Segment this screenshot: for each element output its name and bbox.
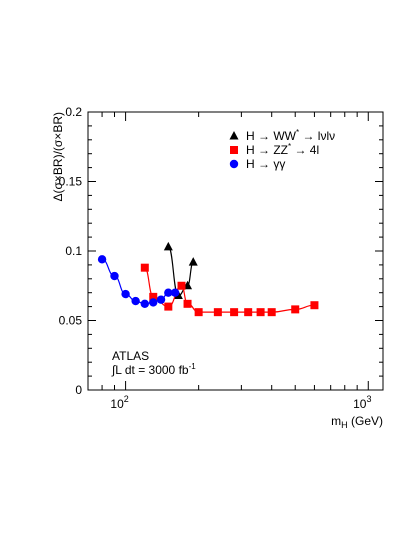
data-point (188, 257, 198, 266)
y-tick-label: 0.05 (59, 314, 83, 328)
data-point (110, 271, 119, 281)
data-point (213, 308, 222, 317)
data-point (229, 131, 239, 140)
data-point (256, 308, 265, 317)
data-point (230, 308, 239, 317)
data-point (121, 289, 130, 299)
x-tick-label: 103 (353, 394, 371, 411)
x-tick-label: 102 (110, 394, 128, 411)
data-point (244, 308, 253, 317)
data-point (229, 159, 239, 169)
series-2 (97, 255, 180, 309)
data-point (149, 298, 158, 307)
data-point (156, 295, 166, 304)
y-tick-label: 0 (75, 383, 82, 397)
data-point (291, 305, 300, 314)
series-layer (97, 241, 319, 317)
data-point (194, 308, 203, 317)
data-point (164, 302, 173, 311)
axis-labels: 0 0.05 0.1 0.15 0.2 102 103 mH (GeV) Δ(σ×BR)/(σ×… (51, 105, 383, 430)
data-point (177, 281, 186, 290)
data-point (140, 299, 150, 309)
series-line (167, 246, 194, 297)
data-point (170, 288, 180, 297)
annotation-luminosity: ∫L dt = 3000 fb-1 (111, 362, 196, 377)
data-point (230, 146, 238, 154)
annotation-experiment: ATLAS (112, 349, 149, 363)
y-tick-label: 0.15 (59, 175, 83, 189)
data-point (163, 241, 173, 251)
y-tick-label: 0.2 (65, 105, 82, 119)
data-point (131, 296, 140, 306)
legend-label-gg: H → γγ (246, 157, 285, 171)
data-point (267, 308, 276, 317)
data-point (97, 255, 107, 264)
data-point (149, 292, 158, 301)
data-point (164, 288, 173, 297)
axes-ticks (87, 111, 383, 391)
x-axis-title: mH (GeV) (331, 414, 383, 430)
data-point (310, 301, 319, 310)
legend-label-ww: H → WW* → lνlν (246, 128, 335, 143)
data-point (140, 263, 149, 272)
data-point (183, 299, 192, 308)
y-tick-label: 0.1 (65, 244, 82, 258)
series-1 (140, 263, 319, 317)
legend-label-zz: H → ZZ* → 4l (246, 142, 319, 157)
y-axis-title: Δ(σ×BR)/(σ×BR) (51, 112, 65, 202)
